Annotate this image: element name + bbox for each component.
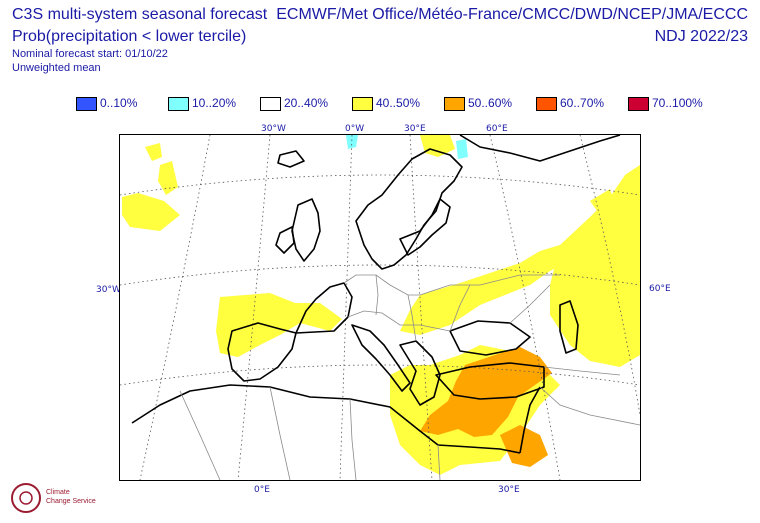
graticule-parallel — [119, 174, 641, 196]
season-period: NDJ 2022/23 — [654, 28, 748, 45]
graticule-meridian — [237, 134, 271, 481]
legend-swatch — [536, 97, 557, 111]
europe-map — [119, 134, 641, 481]
field-patch-russia-east — [550, 165, 640, 367]
forecast-start: Nominal forecast start: 01/10/22 — [12, 48, 168, 60]
method-label: Unweighted mean — [12, 62, 101, 74]
legend-swatch — [352, 97, 373, 111]
graticule-label-top: 0°W — [345, 124, 365, 134]
field-patch-scandinavia-north — [590, 189, 615, 215]
legend-label: 20..40% — [284, 96, 329, 110]
variable-title: Prob(precipitation < lower tercile) — [12, 28, 247, 45]
coastline-italy — [351, 324, 411, 392]
border-line — [419, 274, 560, 296]
graticule-parallel — [119, 364, 641, 386]
svg-text:Climate: Climate — [46, 489, 70, 496]
coastlines — [131, 134, 621, 454]
graticule-label-left: 30°W — [96, 285, 121, 295]
legend-label: 40..50% — [376, 96, 421, 110]
field-patch-turkey — [420, 347, 552, 437]
coastline-balkans-greece — [399, 340, 441, 406]
graticule-meridian — [489, 134, 561, 481]
legend-swatch — [444, 97, 465, 111]
graticule — [119, 134, 641, 481]
graticule-parallel — [119, 264, 641, 286]
field-patch-atlantic-north — [145, 143, 162, 161]
graticule-label-top: 60°E — [486, 124, 508, 134]
legend-label: 10..20% — [192, 96, 237, 110]
coastline-british-isles — [291, 198, 321, 262]
systems-list: ECMWF/Met Office/Météo-France/CMCC/DWD/N… — [276, 6, 748, 23]
legend-swatch — [168, 97, 189, 111]
border-line — [349, 398, 357, 481]
climate-service-logo-icon: Climate Change Service — [11, 483, 96, 513]
map-frame — [119, 134, 641, 481]
legend-label: 70..100% — [652, 96, 703, 110]
coastline-arctic-russia — [459, 134, 621, 162]
graticule-label-top: 30°E — [404, 124, 426, 134]
border-line — [509, 284, 551, 324]
svg-text:Change Service: Change Service — [46, 498, 96, 505]
legend-swatch — [76, 97, 97, 111]
field-patch-arctic-north — [420, 135, 455, 157]
coastline-turkey — [435, 362, 545, 400]
legend-label: 60..70% — [560, 96, 605, 110]
border-line — [179, 390, 221, 481]
map-title: C3S multi-system seasonal forecast — [12, 6, 268, 23]
border-line — [375, 274, 379, 316]
graticule-meridian — [409, 134, 433, 481]
border-line — [539, 386, 641, 426]
coastline-ireland — [275, 226, 295, 254]
field-patch-iberia — [216, 293, 342, 357]
field-patch-arctic-cyan — [346, 135, 358, 149]
legend-label: 50..60% — [468, 96, 513, 110]
legend-label: 0..10% — [100, 96, 138, 110]
climate-service-logo: Climate Change Service — [8, 478, 104, 518]
border-line — [449, 284, 471, 332]
coastline-iceland — [277, 150, 305, 168]
border-line — [269, 386, 291, 481]
border-line — [437, 444, 441, 481]
coastline-black-sea — [449, 320, 531, 356]
field-patch-east-europe — [400, 245, 572, 335]
coastline-scandinavia — [355, 148, 463, 270]
coastline-caspian — [559, 300, 579, 354]
graticule-label-right: 60°E — [649, 284, 671, 294]
field-patch-kola-cyan — [456, 139, 468, 159]
border-line — [543, 366, 621, 376]
border-line — [347, 310, 451, 332]
coastline-levant — [519, 386, 541, 454]
field-10-20 — [346, 135, 468, 159]
legend-swatch — [628, 97, 649, 111]
field-patch-levant — [500, 425, 548, 467]
coastline-baltic — [399, 198, 451, 256]
field-patch-atlantic-west — [122, 193, 180, 231]
border-line — [343, 274, 420, 296]
field-50-60 — [420, 347, 552, 467]
graticule-meridian — [339, 134, 353, 481]
coastline-iberia — [227, 322, 297, 382]
graticule-label-top: 30°W — [261, 124, 286, 134]
graticule-meridian — [579, 134, 641, 416]
graticule-label-bottom: 0°E — [254, 485, 270, 495]
field-patch-atlantic-mid — [158, 161, 178, 195]
legend-swatch — [260, 97, 281, 111]
field-40-50 — [122, 135, 640, 475]
border-line — [407, 294, 417, 342]
graticule-label-bottom: 30°E — [498, 485, 520, 495]
country-borders — [179, 274, 641, 481]
